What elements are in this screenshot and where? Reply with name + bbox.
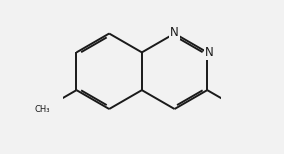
Text: N: N — [170, 26, 179, 39]
Text: CH₃: CH₃ — [35, 105, 50, 114]
Text: N: N — [204, 46, 213, 59]
